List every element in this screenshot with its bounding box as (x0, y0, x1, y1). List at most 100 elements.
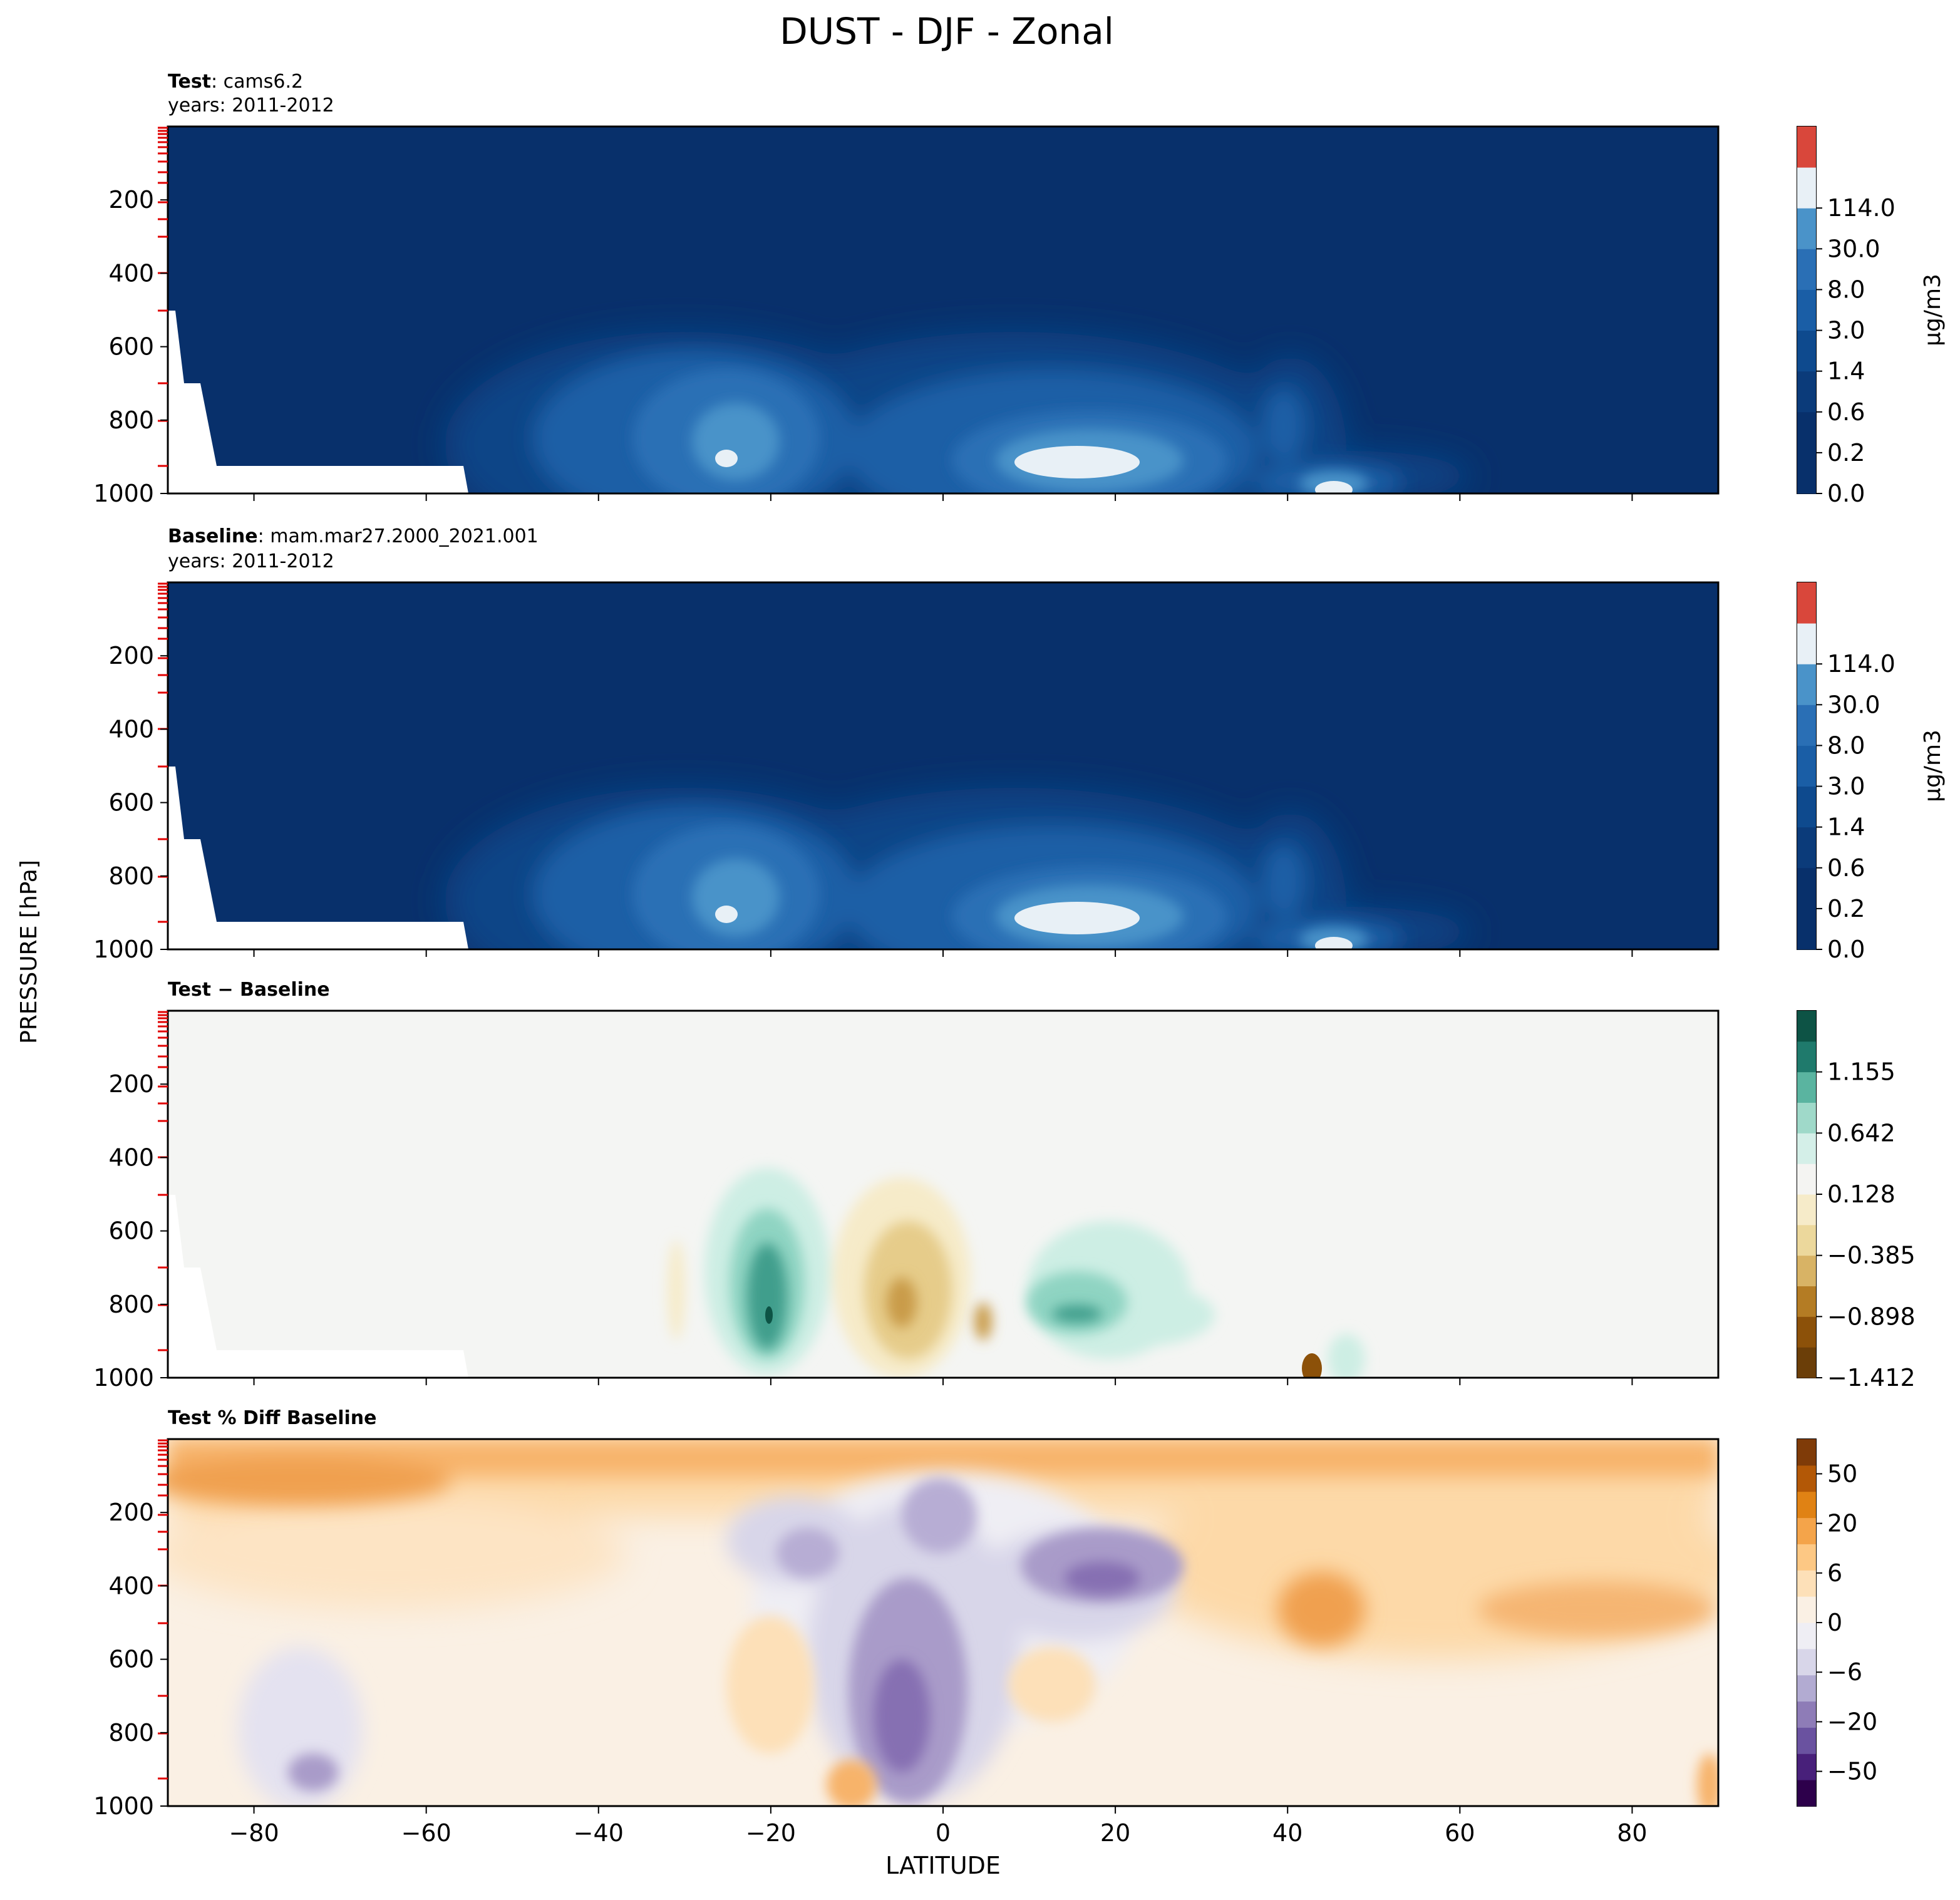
colorbar-tick-label: 30.0 (1827, 235, 1880, 262)
colorbar-swatch (1797, 664, 1816, 705)
panel-test-title: Test: cams6.2 (168, 71, 303, 93)
y-tick-label: 800 (108, 1719, 154, 1747)
colorbar-tick-label: 0.642 (1827, 1119, 1896, 1147)
colorbar-swatch (1797, 623, 1816, 664)
y-tick-label: 800 (108, 1291, 154, 1318)
colorbar-tick-label: 20 (1827, 1510, 1857, 1537)
y-tick-label: 1000 (93, 1364, 154, 1391)
colorbar-swatch (1797, 1648, 1816, 1676)
colorbar-tick-label: −1.412 (1827, 1364, 1916, 1391)
x-tick-label: 40 (1272, 1819, 1302, 1847)
colorbar-swatch (1797, 1596, 1816, 1623)
y-tick-label: 200 (108, 642, 154, 669)
panel-baseline-subtitle: years: 2011-2012 (168, 550, 334, 572)
panel-test-subtitle: years: 2011-2012 (168, 95, 334, 116)
colorbar-tick-label: −20 (1827, 1708, 1877, 1735)
colorbar-tick-label: 3.0 (1827, 317, 1865, 344)
colorbar-swatch (1797, 1727, 1816, 1754)
colorbar-label: μg/m3 (1920, 730, 1946, 802)
colorbar-swatch (1797, 1255, 1816, 1286)
colorbar-swatch (1797, 827, 1816, 869)
y-tick-label: 600 (108, 1217, 154, 1245)
x-tick-label: −40 (574, 1819, 624, 1847)
colorbar-tick-label: 0.2 (1827, 895, 1865, 922)
colorbar-swatch (1797, 1011, 1816, 1042)
colorbar-swatch (1797, 1316, 1816, 1348)
panel-baseline-field (168, 582, 1718, 949)
y-tick-label: 600 (108, 789, 154, 817)
colorbar-swatch (1797, 1753, 1816, 1780)
colorbar-swatch (1797, 1780, 1816, 1807)
panel-percent-diff-field (168, 1439, 1718, 1806)
colorbar-tick-label: 8.0 (1827, 276, 1865, 303)
colorbar-swatch (1797, 1675, 1816, 1702)
colorbar-swatch (1797, 1439, 1816, 1466)
colorbar-tick-label: 50 (1827, 1460, 1857, 1487)
x-tick-label: 20 (1100, 1819, 1130, 1847)
colorbar-tick-label: 0.128 (1827, 1180, 1896, 1208)
colorbar-tick-label: −50 (1827, 1758, 1877, 1785)
colorbar-swatch (1797, 1194, 1816, 1226)
panel-test-field (168, 126, 1718, 493)
colorbar-tick-label: 30.0 (1827, 691, 1880, 718)
x-axis-label: LATITUDE (885, 1852, 1001, 1879)
terrain-mask (168, 767, 468, 949)
colorbar-swatch (1797, 786, 1816, 828)
panel-difference-level-ticks (158, 1011, 168, 1351)
colorbar-tick-label: 0.6 (1827, 854, 1865, 882)
panel-difference: Test − Baseline (158, 979, 1817, 1379)
y-tick-label: 600 (108, 1646, 154, 1673)
y-tick-label: 400 (108, 1572, 154, 1599)
colorbar-swatch (1797, 1701, 1816, 1728)
colorbar-swatch (1797, 330, 1816, 372)
panel-baseline-level-ticks (158, 582, 168, 923)
colorbar-swatch (1797, 705, 1816, 746)
panel-difference-title: Test − Baseline (168, 979, 330, 1001)
x-tick-label: −80 (229, 1819, 279, 1847)
panel-percent-diff-level-ticks (158, 1439, 168, 1780)
y-tick-label: 400 (108, 1144, 154, 1171)
y-tick-label: 400 (108, 259, 154, 287)
y-axis-label: PRESSURE [hPa] (16, 860, 42, 1044)
colorbar-swatch (1797, 1623, 1816, 1650)
panel-test-level-ticks (158, 126, 168, 467)
colorbar-tick-label: 1.155 (1827, 1058, 1896, 1086)
y-tick-label: 200 (108, 1499, 154, 1526)
colorbar-tick-label: 1.4 (1827, 813, 1865, 841)
colorbar-swatch (1797, 1286, 1816, 1317)
colorbar-tick-label: 0.6 (1827, 398, 1865, 426)
y-tick-label: 600 (108, 333, 154, 361)
colorbar-swatch (1797, 411, 1816, 453)
colorbar-swatch (1797, 208, 1816, 249)
colorbar-swatch (1797, 1133, 1816, 1164)
x-tick-label: −60 (401, 1819, 451, 1847)
colorbar-swatch (1797, 1041, 1816, 1073)
x-tick-label: 0 (936, 1819, 951, 1847)
colorbar-tick-label: 1.4 (1827, 358, 1865, 385)
colorbar-swatch (1797, 452, 1816, 494)
colorbar-tick-label: 0.0 (1827, 936, 1865, 963)
colorbar-swatch (1797, 1570, 1816, 1597)
panel-percent-diff: Test % Diff Baseline (158, 1407, 1817, 1807)
y-tick-label: 400 (108, 715, 154, 743)
y-tick-label: 200 (108, 1070, 154, 1098)
colorbar-swatch (1797, 249, 1816, 290)
colorbar-swatch (1797, 582, 1816, 624)
colorbar-tick-label: 0.2 (1827, 439, 1865, 467)
colorbar-tick-label: 6 (1827, 1559, 1842, 1587)
y-tick-label: 200 (108, 186, 154, 214)
colorbar-swatch (1797, 867, 1816, 909)
colorbar-swatch (1797, 126, 1816, 168)
x-tick-label: 60 (1445, 1819, 1475, 1847)
x-tick-label: −20 (746, 1819, 796, 1847)
colorbar-swatch (1797, 371, 1816, 413)
colorbar-swatch (1797, 1491, 1816, 1519)
panel-difference-field (168, 1011, 1718, 1378)
colorbar-tick-label: 3.0 (1827, 773, 1865, 800)
colorbar-tick-label: −0.898 (1827, 1303, 1916, 1330)
panel-baseline: Baseline: mam.mar27.2000_2021.001 years:… (158, 525, 1817, 951)
colorbar-swatch (1797, 167, 1816, 209)
x-tick-label: 80 (1617, 1819, 1647, 1847)
colorbar-tick-label: 0 (1827, 1609, 1842, 1636)
